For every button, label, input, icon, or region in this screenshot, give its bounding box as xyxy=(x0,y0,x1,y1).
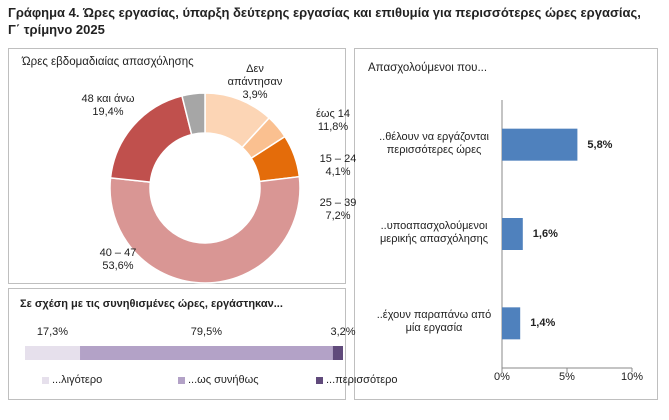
slice-label: 40 – 47 xyxy=(99,247,137,259)
slice-label: 15 – 24 xyxy=(319,153,357,165)
slice-value: 11,8% xyxy=(317,121,349,133)
legend-marker xyxy=(178,377,185,384)
legend-label: ...ως συνήθως xyxy=(188,374,259,386)
value-label: 1,4% xyxy=(530,317,556,330)
legend-label: ...λιγότερο xyxy=(52,374,103,386)
bar xyxy=(502,307,521,340)
legend-marker xyxy=(316,377,323,384)
category-label: ..θέλουν να εργάζονται περισσότερες ώρες xyxy=(379,130,489,156)
category-label: ..υποαπασχολούμενοι μερικής απασχόλησης xyxy=(379,220,489,245)
x-tick-label: 5% xyxy=(559,371,575,383)
slice-value: 19,4% xyxy=(92,106,124,118)
legend-marker xyxy=(42,377,49,384)
panel-title: Απασχολούμενοι που... xyxy=(368,62,488,74)
panel-title: Ώρες εβδομαδιαίας απασχόλησης xyxy=(22,56,194,68)
slice-value: 3,9% xyxy=(242,89,268,101)
panel xyxy=(8,48,346,284)
slice-label: 48 και άνω xyxy=(81,93,135,105)
bar-segment xyxy=(25,346,81,360)
x-tick-label: 10% xyxy=(620,371,644,383)
bar xyxy=(502,218,523,250)
value-label: 17,3% xyxy=(36,326,69,338)
value-label: 79,5% xyxy=(190,326,222,338)
slice-label: έως 14 xyxy=(315,108,351,120)
x-tick-label: 0% xyxy=(494,371,510,383)
value-label: 5,8% xyxy=(587,138,613,151)
slice-label: Δεν απάντησαν xyxy=(227,63,283,88)
donut-slice xyxy=(181,92,206,136)
panel xyxy=(8,288,346,400)
value-label: 3,2% xyxy=(330,326,356,338)
slice-value: 53,6% xyxy=(102,260,134,272)
bar xyxy=(502,128,578,161)
slice-value: 7,2% xyxy=(325,210,351,222)
bar-segment xyxy=(80,346,333,360)
bar-segment xyxy=(332,346,343,360)
category-label: ..έχουν παραπάνω από μία εργασία xyxy=(376,309,492,335)
value-label: 1,6% xyxy=(532,228,558,240)
slice-value: 4,1% xyxy=(325,166,351,178)
legend-label: ...περισσότερο xyxy=(326,374,398,386)
panel-title: Σε σχέση με τις συνηθισμένες ώρες, εργάσ… xyxy=(20,298,283,310)
slice-label: 25 – 39 xyxy=(319,197,357,209)
page-title: Γράφημα 4. Ώρες εργασίας, ύπαρξη δεύτερη… xyxy=(8,5,641,37)
donut-slice xyxy=(109,175,301,284)
panel xyxy=(354,48,658,400)
